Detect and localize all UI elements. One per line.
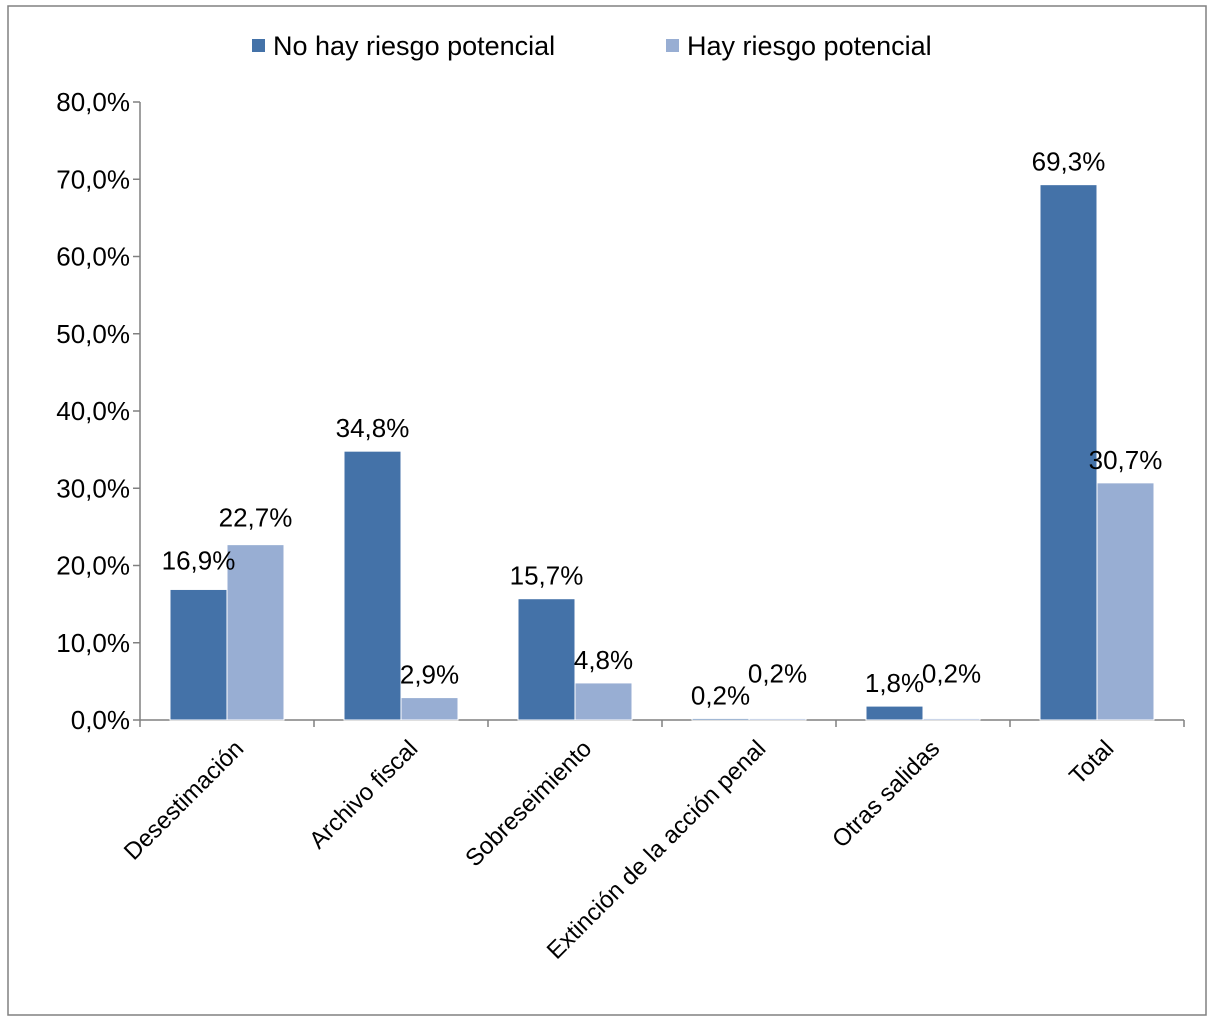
bar-series-1 [169,588,228,721]
y-tick-label: 30,0% [56,473,130,503]
data-label: 1,8% [865,668,924,698]
bar-series-2 [226,544,285,721]
bar-series-1 [865,705,924,721]
bar-series-1 [343,450,402,721]
bar-series-1 [517,598,576,721]
data-label: 15,7% [510,561,584,591]
legend-swatch [666,39,679,52]
data-label: 4,8% [574,645,633,675]
legend: No hay riesgo potencial Hay riesgo potenc… [252,31,932,61]
y-tick-label: 50,0% [56,319,130,349]
data-label: 2,9% [400,660,459,690]
data-label: 16,9% [162,545,236,575]
data-label: 69,3% [1032,147,1106,177]
bar-series-2 [400,697,459,721]
bars [169,184,1155,721]
y-tick-label: 70,0% [56,164,130,194]
legend-label: No hay riesgo potencial [273,31,555,61]
y-tick-label: 60,0% [56,242,130,272]
data-label: 0,2% [748,658,807,688]
data-label: 30,7% [1089,445,1163,475]
data-labels: 16,9%34,8%15,7%0,2% 1,8%69,3%22,7%2,9% 4,8… [162,147,1163,711]
bar-series-1 [1039,184,1098,721]
y-tick-label: 0,0% [71,705,130,735]
y-tick-label: 10,0% [56,628,130,658]
data-label: 22,7% [219,503,293,533]
legend-label: Hay riesgo potencial [687,31,932,61]
bar-series-1 [691,717,750,721]
legend-swatch [252,39,265,52]
bar-series-2 [922,717,981,721]
header-fragment: (…) [150,0,200,1]
bar-series-2 [574,682,633,721]
data-label: 0,2% [922,658,981,688]
bar-series-2 [1096,482,1155,721]
data-label: 34,8% [336,413,410,443]
y-tick-label: 40,0% [56,396,130,426]
y-tick-label: 80,0% [56,87,130,117]
chart-frame [7,5,1207,1016]
y-tick-label: 20,0% [56,551,130,581]
bar-series-2 [748,717,807,721]
data-label: 0,2% [691,680,750,710]
y-axis: 0,0% 10,0% 20,0% 30,0% 40,0% 50,0% 60,0% 70,0% 8… [56,87,141,735]
